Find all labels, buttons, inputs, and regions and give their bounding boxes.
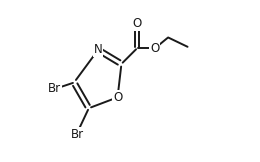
- Text: Br: Br: [70, 128, 84, 141]
- Text: N: N: [94, 43, 102, 56]
- Text: Br: Br: [48, 82, 61, 95]
- Text: O: O: [132, 17, 142, 30]
- Text: O: O: [150, 42, 159, 55]
- Text: O: O: [113, 91, 122, 104]
